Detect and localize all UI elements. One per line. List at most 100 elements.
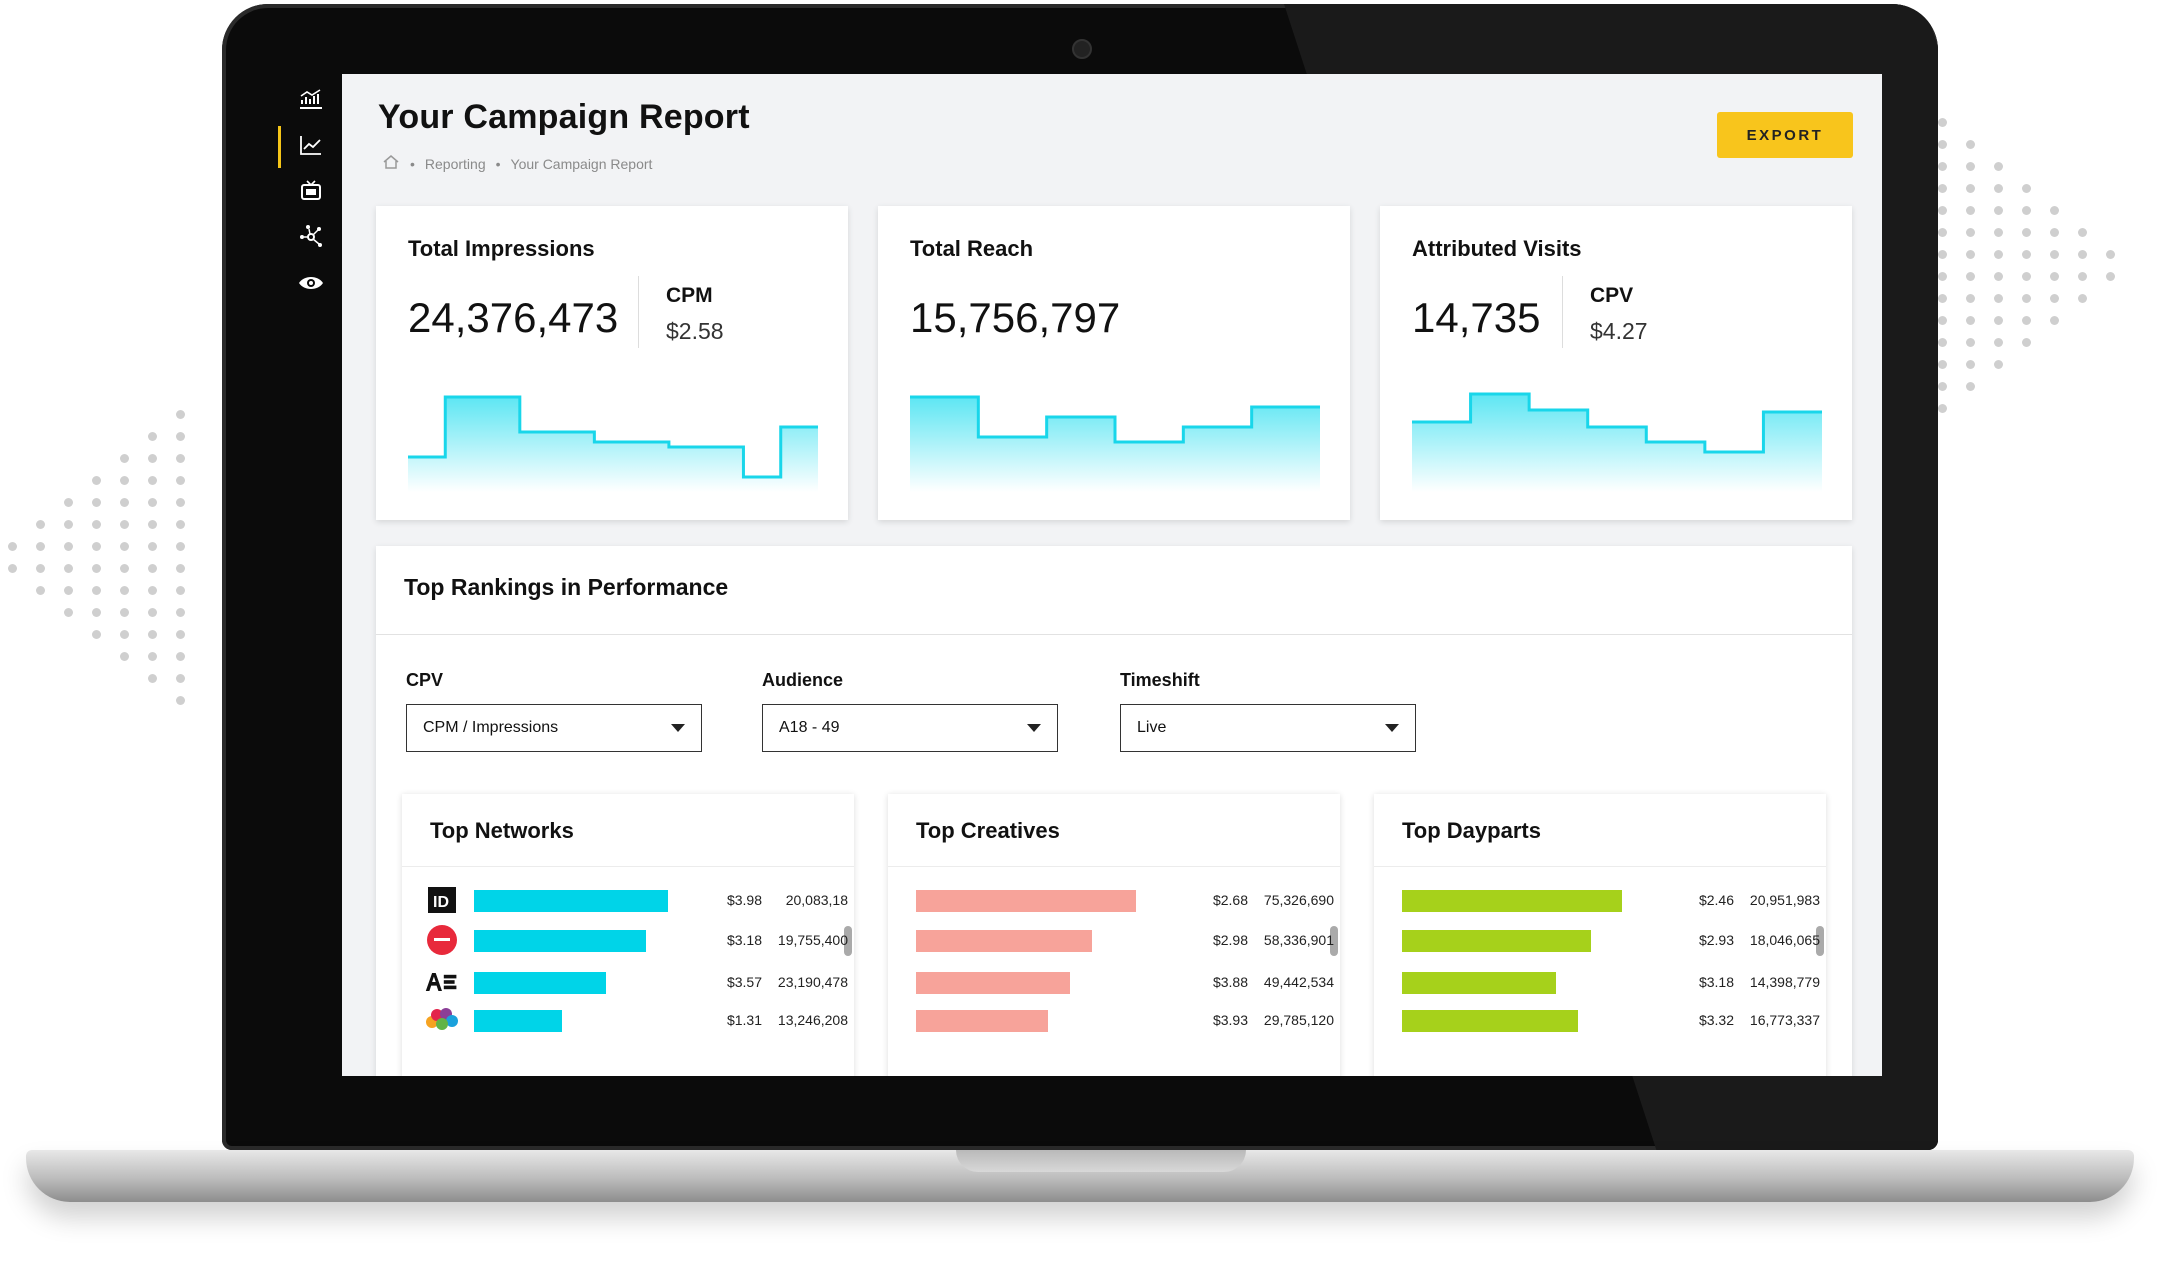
caret-down-icon — [671, 724, 685, 732]
sparkline-line — [1412, 392, 1822, 454]
decorative-dot — [2078, 294, 2087, 303]
decorative-dot — [1938, 206, 1947, 215]
ranking-row[interactable]: $3.18 14,398,779 — [1374, 964, 1826, 998]
breadcrumb: • Reporting • Your Campaign Report — [382, 154, 652, 173]
decorative-dot — [1938, 162, 1947, 171]
ranking-row[interactable]: $3.18 19,755,400 — [402, 922, 854, 956]
decorative-dot — [2050, 228, 2059, 237]
decorative-dot — [148, 476, 157, 485]
home-icon[interactable] — [382, 154, 400, 173]
decorative-dot — [92, 630, 101, 639]
audience-select[interactable]: A18 - 49 — [762, 704, 1058, 752]
ranking-bar — [916, 890, 1136, 912]
tv-icon[interactable] — [296, 176, 326, 206]
nbc-logo — [424, 1004, 460, 1036]
ranking-price: $3.57 — [726, 974, 762, 990]
decorative-dot — [2050, 316, 2059, 325]
ranking-row[interactable]: $3.88 49,442,534 — [888, 964, 1340, 998]
export-button[interactable]: EXPORT — [1717, 112, 1853, 158]
decorative-dot — [1966, 140, 1975, 149]
decorative-dot — [176, 476, 185, 485]
decorative-dot — [1994, 316, 2003, 325]
decorative-dot — [176, 520, 185, 529]
timeshift-select[interactable]: Live — [1120, 704, 1416, 752]
filter-label-audience: Audience — [762, 670, 844, 690]
decorative-dot — [64, 608, 73, 617]
decorative-dot — [1938, 184, 1947, 193]
line-chart-icon[interactable] — [296, 130, 326, 160]
kpi-sub-label: CPM — [666, 284, 713, 307]
decorative-dot — [92, 476, 101, 485]
scrollbar[interactable] — [1330, 926, 1338, 956]
decorative-dot — [1966, 184, 1975, 193]
sparkline-line — [408, 395, 818, 479]
caret-down-icon — [1027, 724, 1041, 732]
network-icon[interactable] — [296, 222, 326, 252]
decorative-dot — [120, 630, 129, 639]
decorative-dot — [2022, 338, 2031, 347]
kpi-card-reach: Total Reach 15,756,797 — [878, 206, 1350, 520]
decorative-dot — [1966, 250, 1975, 259]
ranking-count: 58,336,901 — [1263, 932, 1334, 948]
decorative-dot — [148, 608, 157, 617]
select-value: CPM / Impressions — [423, 719, 559, 736]
breadcrumb-separator: • — [495, 155, 501, 172]
ranking-bar — [474, 1010, 562, 1032]
ranking-row[interactable]: $3.93 29,785,120 — [888, 1002, 1340, 1036]
ranking-bar — [916, 972, 1070, 994]
ranking-price: $2.68 — [1212, 892, 1248, 908]
ranking-row[interactable]: ID $3.98 20,083,18 — [402, 882, 854, 916]
decorative-dot — [148, 586, 157, 595]
cpv-select[interactable]: CPM / Impressions — [406, 704, 702, 752]
decorative-dot — [120, 564, 129, 573]
lifetime-logo — [424, 924, 460, 956]
id-logo: ID — [424, 884, 460, 916]
decorative-dot — [2022, 272, 2031, 281]
select-value: A18 - 49 — [779, 719, 840, 736]
sidebar-active-indicator — [278, 126, 281, 168]
ranking-bar — [1402, 972, 1556, 994]
ranking-count: 23,190,478 — [777, 974, 848, 990]
ranking-row[interactable]: $3.32 16,773,337 — [1374, 1002, 1826, 1036]
decorative-dot — [2106, 250, 2115, 259]
decorative-dot — [1994, 206, 2003, 215]
ranking-bar — [474, 930, 646, 952]
ranking-price: $3.18 — [726, 932, 762, 948]
decorative-dot — [92, 608, 101, 617]
decorative-dot — [1966, 294, 1975, 303]
ranking-row[interactable]: $3.57 23,190,478 — [402, 964, 854, 998]
decorative-dot — [1966, 272, 1975, 281]
analytics-icon[interactable] — [296, 84, 326, 114]
ranking-row[interactable]: $2.46 20,951,983 — [1374, 882, 1826, 916]
ranking-row[interactable]: $2.98 58,336,901 — [888, 922, 1340, 956]
decorative-dot — [1966, 316, 1975, 325]
ranking-price: $1.31 — [726, 1012, 762, 1028]
ranking-count: 18,046,065 — [1749, 932, 1820, 948]
ranking-row[interactable]: $2.68 75,326,690 — [888, 882, 1340, 916]
ranking-bar — [474, 972, 606, 994]
decorative-dot — [1938, 360, 1947, 369]
scrollbar[interactable] — [1816, 926, 1824, 956]
decorative-dot — [1994, 228, 2003, 237]
decorative-dot — [120, 520, 129, 529]
top-networks-card: Top Networks ID $3.98 20,083,18 $3.18 19,755… — [402, 794, 854, 1076]
decorative-dot — [36, 542, 45, 551]
ranking-bar — [1402, 890, 1622, 912]
decorative-dot — [2050, 206, 2059, 215]
decorative-dot — [1994, 272, 2003, 281]
breadcrumb-reporting[interactable]: Reporting — [424, 155, 486, 172]
eye-icon[interactable] — [296, 268, 326, 298]
ranking-row[interactable]: $2.93 18,046,065 — [1374, 922, 1826, 956]
decorative-dot — [1938, 294, 1947, 303]
scrollbar[interactable] — [844, 926, 852, 956]
decorative-dot — [120, 608, 129, 617]
ranking-row[interactable]: $1.31 13,246,208 — [402, 1002, 854, 1036]
decorative-dot — [2078, 272, 2087, 281]
decorative-dot — [2050, 250, 2059, 259]
kpi-divider — [638, 276, 639, 348]
rank-title: Top Networks — [430, 818, 574, 843]
ae-logo — [424, 966, 460, 998]
breadcrumb-current: Your Campaign Report — [510, 155, 653, 172]
decorative-dot — [176, 652, 185, 661]
decorative-dot — [36, 564, 45, 573]
